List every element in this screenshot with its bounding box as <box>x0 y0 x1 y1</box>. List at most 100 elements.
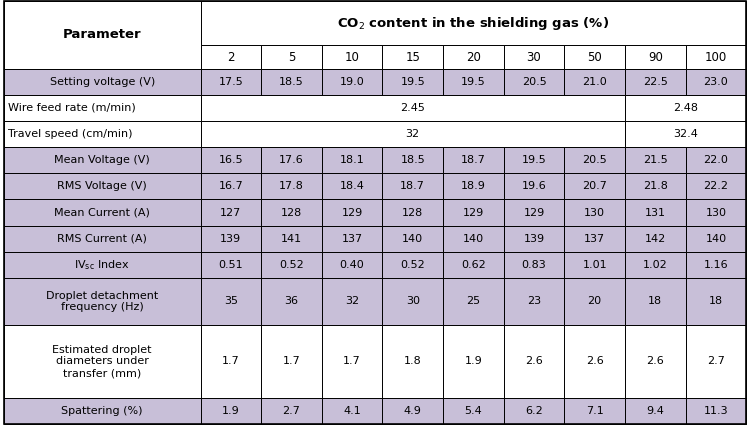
Bar <box>382 45 443 69</box>
Text: 0.40: 0.40 <box>340 260 364 270</box>
Text: 142: 142 <box>645 234 666 244</box>
Text: Droplet detachment
frequency (Hz): Droplet detachment frequency (Hz) <box>46 291 158 312</box>
Bar <box>261 45 322 69</box>
Text: 18.7: 18.7 <box>461 155 486 165</box>
Text: 21.8: 21.8 <box>643 181 668 191</box>
Text: 129: 129 <box>524 207 544 218</box>
Bar <box>686 398 746 424</box>
Text: RMS Voltage (V): RMS Voltage (V) <box>57 181 147 191</box>
Bar <box>261 325 322 398</box>
Bar <box>564 226 625 252</box>
Bar <box>504 226 564 252</box>
Text: 32: 32 <box>406 129 420 139</box>
Text: 17.5: 17.5 <box>218 77 243 87</box>
Text: 1.16: 1.16 <box>704 260 728 270</box>
Bar <box>686 69 746 95</box>
Bar <box>504 69 564 95</box>
Bar <box>4 199 200 226</box>
Bar <box>564 398 625 424</box>
Text: 10: 10 <box>345 51 359 63</box>
Text: 0.51: 0.51 <box>218 260 243 270</box>
Text: 19.5: 19.5 <box>522 155 547 165</box>
Bar <box>200 45 261 69</box>
Bar <box>261 173 322 199</box>
Text: 18.7: 18.7 <box>400 181 425 191</box>
Text: 0.83: 0.83 <box>522 260 547 270</box>
Bar <box>4 95 200 121</box>
Text: 139: 139 <box>524 234 544 244</box>
Bar <box>200 199 261 226</box>
Text: 30: 30 <box>526 51 542 63</box>
Bar <box>564 199 625 226</box>
Text: 127: 127 <box>220 207 242 218</box>
Text: 22.5: 22.5 <box>643 77 668 87</box>
Text: 2.45: 2.45 <box>400 103 425 113</box>
Bar <box>443 45 504 69</box>
Text: 100: 100 <box>705 51 727 63</box>
Text: 18.4: 18.4 <box>340 181 364 191</box>
Bar <box>322 226 382 252</box>
Text: Travel speed (cm/min): Travel speed (cm/min) <box>8 129 132 139</box>
Bar <box>564 45 625 69</box>
Text: 20.5: 20.5 <box>522 77 547 87</box>
Text: 50: 50 <box>587 51 602 63</box>
Text: 2.7: 2.7 <box>707 357 724 366</box>
Text: 18.1: 18.1 <box>340 155 364 165</box>
Text: 0.52: 0.52 <box>279 260 304 270</box>
Text: 2.7: 2.7 <box>283 406 301 416</box>
Text: 23.0: 23.0 <box>704 77 728 87</box>
Text: 2.6: 2.6 <box>646 357 664 366</box>
Bar <box>443 199 504 226</box>
Bar <box>322 173 382 199</box>
Text: 18: 18 <box>709 296 723 306</box>
Bar <box>382 278 443 325</box>
Bar <box>625 147 686 173</box>
Text: 139: 139 <box>220 234 242 244</box>
Bar <box>261 226 322 252</box>
Text: 6.2: 6.2 <box>525 406 543 416</box>
Bar <box>322 252 382 278</box>
Bar <box>261 199 322 226</box>
Text: 21.0: 21.0 <box>582 77 607 87</box>
Text: 0.52: 0.52 <box>400 260 425 270</box>
Text: 16.5: 16.5 <box>218 155 243 165</box>
Bar <box>443 147 504 173</box>
Text: Spattering (%): Spattering (%) <box>62 406 143 416</box>
Text: 18.5: 18.5 <box>400 155 425 165</box>
Text: 20: 20 <box>587 296 602 306</box>
Bar <box>200 147 261 173</box>
Text: 17.6: 17.6 <box>279 155 304 165</box>
Text: 19.0: 19.0 <box>340 77 364 87</box>
Text: 32: 32 <box>345 296 359 306</box>
Text: 20.5: 20.5 <box>582 155 607 165</box>
Text: 32.4: 32.4 <box>674 129 698 139</box>
Bar <box>200 398 261 424</box>
Bar <box>504 278 564 325</box>
Text: 0.62: 0.62 <box>461 260 486 270</box>
Text: 23: 23 <box>527 296 541 306</box>
Bar <box>443 398 504 424</box>
Bar <box>4 173 200 199</box>
Bar <box>200 69 261 95</box>
Bar <box>625 278 686 325</box>
Bar <box>261 252 322 278</box>
Bar <box>382 199 443 226</box>
Text: 1.7: 1.7 <box>283 357 300 366</box>
Bar <box>686 45 746 69</box>
Text: 35: 35 <box>224 296 238 306</box>
Text: 15: 15 <box>405 51 420 63</box>
Text: 130: 130 <box>706 207 727 218</box>
Text: 4.1: 4.1 <box>344 406 361 416</box>
Text: 2.6: 2.6 <box>525 357 543 366</box>
Bar <box>200 252 261 278</box>
Bar <box>261 69 322 95</box>
Text: 137: 137 <box>584 234 605 244</box>
Bar <box>443 252 504 278</box>
Bar <box>322 398 382 424</box>
Bar <box>382 252 443 278</box>
Bar <box>4 226 200 252</box>
Text: 141: 141 <box>281 234 302 244</box>
Bar <box>686 199 746 226</box>
Bar <box>261 278 322 325</box>
Bar <box>625 226 686 252</box>
